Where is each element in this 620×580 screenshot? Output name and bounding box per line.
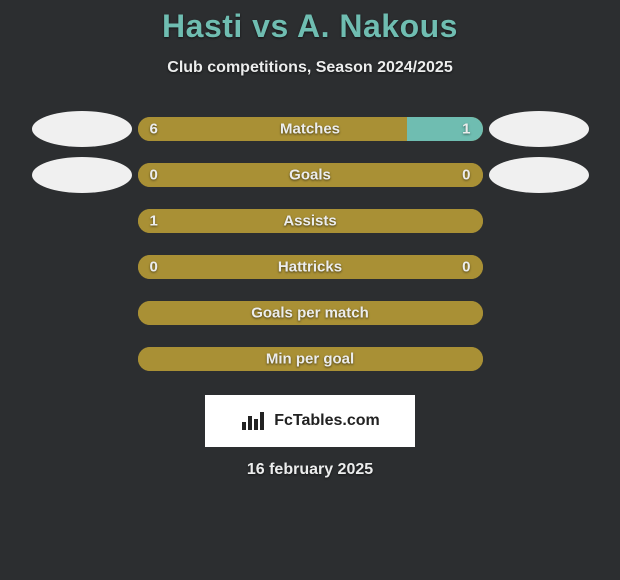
stat-row: Goals00 — [0, 163, 620, 187]
bar-left-fill — [138, 117, 407, 141]
bar-left-fill — [138, 163, 483, 187]
bar-left-fill — [138, 347, 483, 371]
stat-bar: Min per goal — [138, 347, 483, 371]
stat-bar: Hattricks00 — [138, 255, 483, 279]
left-avatar — [32, 157, 132, 193]
stat-row: Goals per match — [0, 301, 620, 325]
stat-bar: Goals00 — [138, 163, 483, 187]
stat-bar: Goals per match — [138, 301, 483, 325]
stats-container: Matches61 Goals00 Assists1 Hattricks00 Goals… — [0, 117, 620, 371]
stat-row: Assists1 — [0, 209, 620, 233]
page-title: Hasti vs A. Nakous — [0, 8, 620, 45]
stat-bar: Matches61 — [138, 117, 483, 141]
subtitle: Club competitions, Season 2024/2025 — [0, 59, 620, 77]
stat-row: Min per goal — [0, 347, 620, 371]
comparison-widget: Hasti vs A. Nakous Club competitions, Se… — [0, 0, 620, 580]
watermark-text: FcTables.com — [274, 412, 380, 430]
date-label: 16 february 2025 — [0, 461, 620, 479]
bar-left-fill — [138, 209, 483, 233]
right-avatar — [489, 157, 589, 193]
stat-row: Matches61 — [0, 117, 620, 141]
left-avatar — [32, 111, 132, 147]
bar-left-fill — [138, 301, 483, 325]
right-avatar — [489, 111, 589, 147]
bar-right-fill — [407, 117, 483, 141]
stat-row: Hattricks00 — [0, 255, 620, 279]
stat-bar: Assists1 — [138, 209, 483, 233]
bars-icon — [240, 410, 268, 432]
watermark-link[interactable]: FcTables.com — [205, 395, 415, 447]
bar-left-fill — [138, 255, 483, 279]
